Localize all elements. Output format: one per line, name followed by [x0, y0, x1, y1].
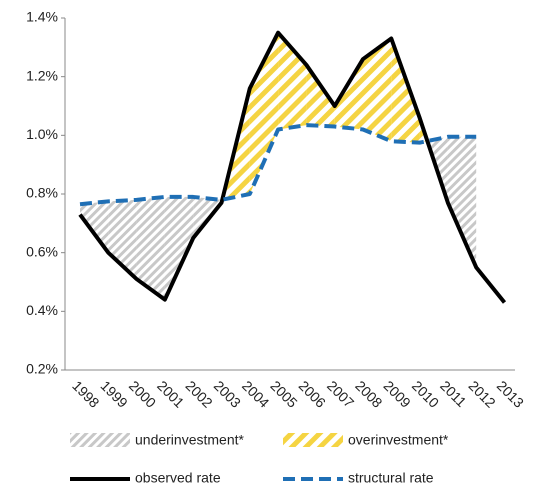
x-tick-label: 2007 [324, 377, 357, 410]
overinvestment-area [363, 38, 392, 142]
underinvestment-area [164, 196, 194, 300]
overinvestment-area [278, 32, 307, 130]
x-tick-label: 2005 [267, 377, 300, 410]
x-tick-label: 2002 [182, 377, 215, 410]
y-tick-label: 0.4% [26, 302, 58, 318]
x-tick-label: 2008 [352, 377, 385, 410]
y-tick-label: 0.2% [26, 361, 58, 377]
overinvestment-area [334, 59, 363, 130]
x-tick-label: 2001 [154, 377, 187, 410]
legend-label: structural rate [348, 470, 434, 486]
legend-swatch [70, 433, 130, 447]
series-line [79, 123, 477, 207]
x-tick-label: 2003 [211, 377, 244, 410]
overinvestment-area [306, 64, 335, 127]
legend-label: observed rate [135, 470, 221, 486]
y-tick-label: 1.4% [26, 9, 58, 25]
x-tick-label: 2010 [409, 377, 442, 410]
series-line [78, 30, 507, 304]
y-tick-label: 0.6% [26, 243, 58, 259]
legend-swatch [283, 433, 343, 447]
x-tick-label: 1998 [69, 377, 102, 410]
x-tick-label: 2006 [296, 377, 329, 410]
y-tick-label: 1.0% [26, 126, 58, 142]
y-tick-label: 0.8% [26, 185, 58, 201]
underinvestment-area [447, 136, 477, 268]
legend-label: overinvestment* [348, 432, 449, 448]
x-tick-label: 2004 [239, 377, 272, 410]
underinvestment-area [136, 196, 165, 300]
x-tick-label: 2011 [437, 377, 470, 410]
y-tick-label: 1.2% [26, 67, 58, 83]
overinvestment-area [391, 38, 420, 143]
legend-label: underinvestment* [135, 432, 245, 448]
x-tick-label: 2009 [381, 377, 414, 410]
x-tick-label: 1999 [98, 377, 131, 410]
x-tick-label: 2013 [494, 377, 527, 410]
x-tick-label: 2000 [126, 377, 159, 410]
x-tick-label: 2012 [465, 377, 498, 410]
overinvestment-area [249, 32, 279, 194]
